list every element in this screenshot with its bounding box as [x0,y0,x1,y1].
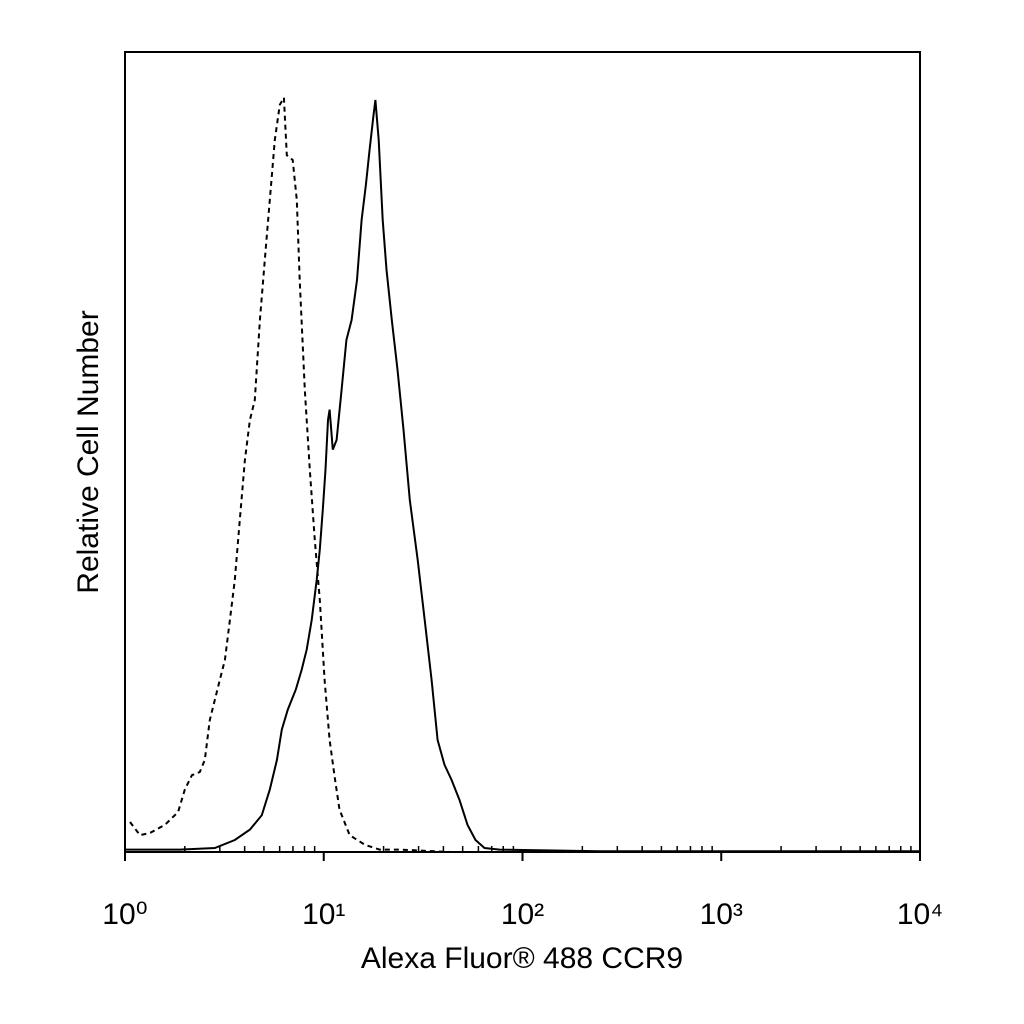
plot-frame [124,51,921,853]
x-tick-label: 10² [501,898,544,931]
x-tick-label: 10¹ [302,898,345,931]
x-tick-label: 10⁴ [897,898,943,931]
histogram-line [129,94,500,853]
x-axis-label: Alexa Fluor® 488 CCR9 [361,942,683,975]
x-tick-label: 10³ [700,898,743,931]
histogram-line [125,99,920,853]
y-axis-label: Relative Cell Number [72,310,105,593]
x-tick-label: 10⁰ [102,898,147,931]
